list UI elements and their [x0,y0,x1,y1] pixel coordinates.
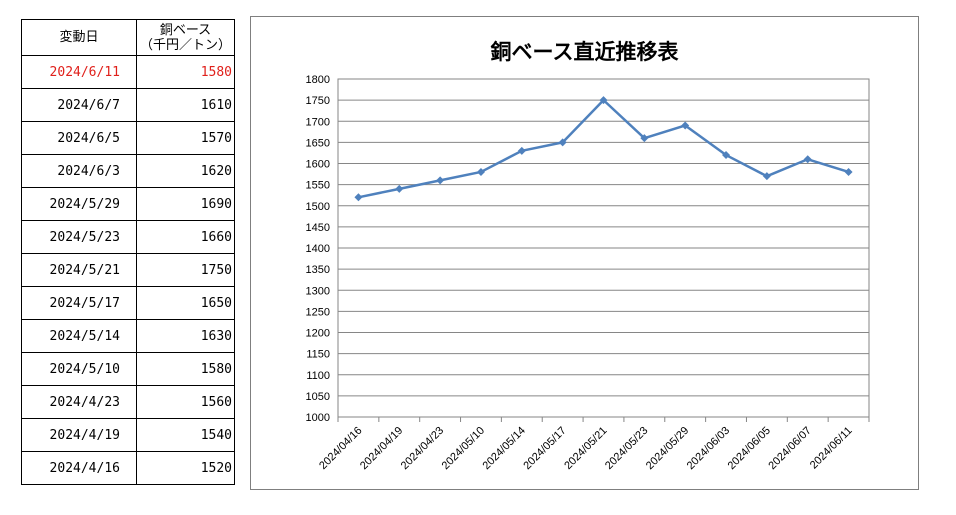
row-date: 2024/5/29 [21,187,137,221]
table-row: 2024/6/11 1580 [21,55,235,89]
y-tick-label: 1450 [306,222,330,234]
x-tick-label: 2024/04/23 [399,425,446,472]
row-value: 1570 [136,121,235,155]
chart-area: 銅ベース直近推移表 1000 1050 1100 1150 1200 1250 1300 13… [250,16,919,490]
line-chart: 1000 1050 1100 1150 1200 1250 1300 1350 1400 1450… [306,74,870,472]
row-date: 2024/5/17 [21,286,137,320]
x-tick-label: 2024/04/19 [358,425,405,472]
row-date: 2024/5/10 [21,352,137,386]
y-tick-label: 1650 [306,137,330,149]
table-row: 2024/5/29 1690 [21,187,235,221]
y-tick-label: 1150 [306,349,330,361]
y-tick-label: 1000 [306,412,330,424]
data-point [558,138,567,147]
row-value: 1580 [136,352,235,386]
row-value: 1520 [136,451,235,485]
row-date: 2024/6/11 [21,55,137,89]
data-point [476,167,485,176]
table-row: 2024/5/17 1650 [21,286,235,320]
y-tick-label: 1600 [306,159,330,171]
x-tick-label: 2024/05/29 [644,425,691,472]
y-tick-label: 1750 [306,95,330,107]
data-point [803,155,812,164]
table-row: 2024/6/5 1570 [21,121,235,155]
table-body: 2024/6/11 1580 2024/6/7 1610 2024/6/5 1570 202… [21,55,235,485]
x-tick-label: 2024/05/23 [603,425,650,472]
y-tick-label: 1550 [306,180,330,192]
x-tick-label: 2024/06/11 [808,425,855,472]
data-point [640,134,649,143]
x-tick-label: 2024/05/17 [521,425,568,472]
row-date: 2024/4/23 [21,385,137,419]
y-tick-label: 1300 [306,285,330,297]
header-date: 変動日 [21,19,137,56]
chart-title: 銅ベース直近推移表 [490,40,679,64]
row-date: 2024/4/16 [21,451,137,485]
data-point [354,193,363,202]
row-value: 1610 [136,88,235,122]
price-table: 変動日 銅ベース （千円／トン） 2024/6/11 1580 2024/6/7 16… [21,19,235,485]
table-row: 2024/5/21 1750 [21,253,235,287]
row-value: 1540 [136,418,235,452]
row-value: 1660 [136,220,235,254]
data-point [844,167,853,176]
y-tick-label: 1500 [306,201,330,213]
y-tick-label: 1800 [306,74,330,86]
x-tick-label: 2024/05/14 [481,425,528,472]
series-line [358,98,849,199]
y-tick-label: 1100 [306,370,330,382]
x-tick-label: 2024/06/03 [685,425,732,472]
data-point [762,172,771,181]
data-point [722,151,731,160]
plot-border [337,78,870,418]
table-row: 2024/4/16 1520 [21,451,235,485]
header-value: 銅ベース （千円／トン） [136,19,235,56]
row-date: 2024/5/23 [21,220,137,254]
row-value: 1560 [136,385,235,419]
y-tick-label: 1050 [306,391,330,403]
y-tick-label: 1200 [306,328,330,340]
row-value: 1620 [136,154,235,188]
row-date: 2024/4/19 [21,418,137,452]
x-tick-label: 2024/05/10 [440,425,487,472]
row-value: 1630 [136,319,235,353]
y-tick-label: 1250 [306,306,330,318]
data-point [681,121,690,130]
data-point [599,96,608,105]
x-tick-label: 2024/05/21 [562,425,609,472]
row-date: 2024/5/14 [21,319,137,353]
table-row: 2024/5/10 1580 [21,352,235,386]
y-tick-label: 1700 [306,116,330,128]
table-row: 2024/4/23 1560 [21,385,235,419]
header-value-line1: 銅ベース [159,22,212,38]
row-value: 1580 [136,55,235,89]
table-header-row: 変動日 銅ベース （千円／トン） [21,19,235,56]
x-tick-label: 2024/04/16 [317,425,364,472]
data-point [436,176,445,185]
data-point [395,184,404,193]
table-row: 2024/5/23 1660 [21,220,235,254]
y-tick-label: 1400 [306,243,330,255]
table-row: 2024/6/7 1610 [21,88,235,122]
row-date: 2024/6/5 [21,121,137,155]
row-value: 1650 [136,286,235,320]
row-value: 1690 [136,187,235,221]
data-point [517,146,526,155]
x-tick-label: 2024/06/05 [726,425,773,472]
header-value-line2: （千円／トン） [139,37,231,53]
table-row: 2024/5/14 1630 [21,319,235,353]
row-date: 2024/5/21 [21,253,137,287]
y-tick-label: 1350 [306,264,330,276]
row-value: 1750 [136,253,235,287]
x-tick-label: 2024/06/07 [766,425,813,472]
table-row: 2024/4/19 1540 [21,418,235,452]
row-date: 2024/6/7 [21,88,137,122]
table-row: 2024/6/3 1620 [21,154,235,188]
row-date: 2024/6/3 [21,154,137,188]
